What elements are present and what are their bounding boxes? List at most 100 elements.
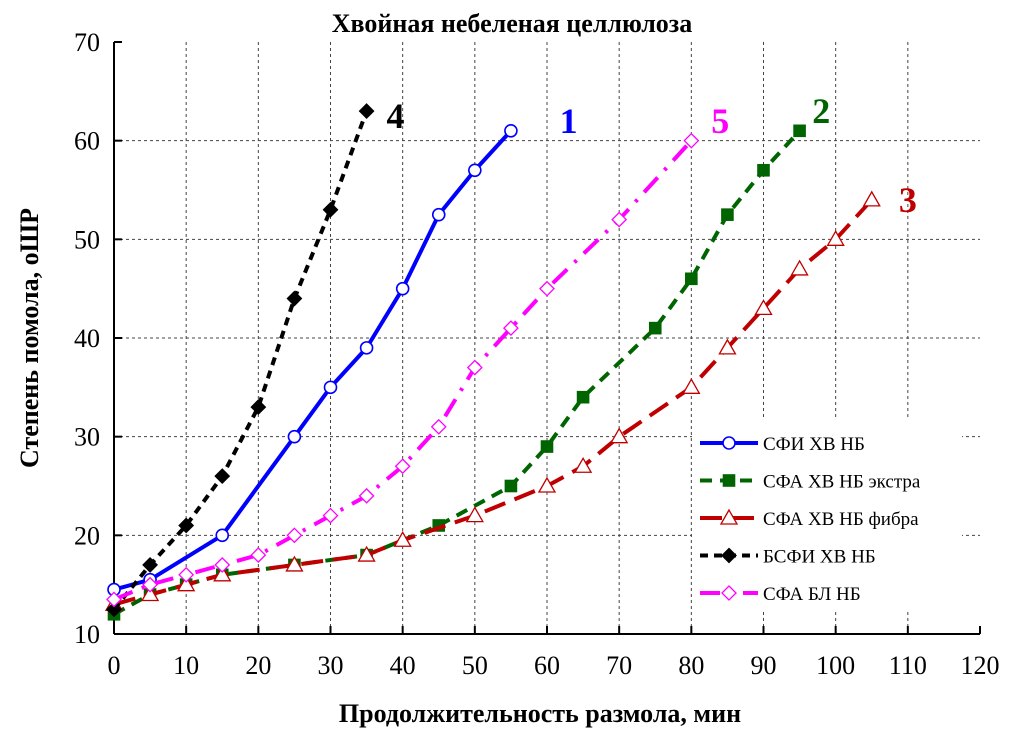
data-point [504, 479, 518, 493]
x-tick-label: 80 [678, 651, 704, 680]
data-point [576, 390, 590, 404]
y-tick-label: 30 [74, 423, 100, 452]
legend-label: СФА ХВ НБ экстра [763, 472, 921, 493]
data-point [502, 320, 519, 337]
data-point [394, 458, 411, 475]
y-tick-label: 10 [74, 620, 100, 649]
legend-label: СФА ХВ НБ фибра [763, 509, 919, 530]
data-point [359, 341, 374, 355]
series-3 [104, 190, 881, 612]
data-point [214, 468, 231, 485]
data-point [250, 547, 267, 563]
x-axis-label: Продолжительность размола, мин [339, 699, 741, 728]
data-point [178, 517, 195, 534]
data-point [213, 565, 232, 582]
data-point [648, 321, 662, 335]
data-point [573, 456, 593, 473]
axes: 0 10 20 30 40 50 60 70 80 90 100 110 120 10 20 30 40 50 60… [74, 28, 1000, 680]
data-point [539, 280, 555, 297]
data-point [393, 530, 412, 547]
legend-marker [722, 474, 736, 487]
data-point [862, 190, 881, 207]
data-point [611, 211, 628, 228]
series-annotation: 4 [386, 96, 404, 136]
series-annotation: 3 [899, 180, 917, 220]
x-tick-label: 10 [173, 651, 199, 680]
data-point [721, 208, 734, 221]
legend-label: СФИ ХВ НБ [763, 434, 865, 455]
legend-label: БСФИ ХВ НБ [763, 547, 876, 568]
data-point [358, 487, 375, 504]
y-tick-label: 60 [74, 127, 100, 156]
data-point [431, 207, 446, 222]
data-point [142, 557, 159, 573]
legend-marker [722, 436, 736, 450]
legend-item: СФА ХВ НБ фибра [700, 508, 919, 530]
data-point [250, 399, 267, 415]
data-point [718, 338, 737, 355]
series-layer [104, 103, 881, 621]
data-point [142, 576, 159, 593]
data-point [322, 201, 339, 218]
data-point [214, 557, 231, 573]
data-point [430, 418, 447, 435]
series-1 [107, 124, 518, 597]
y-tick-label: 20 [74, 521, 100, 550]
y-tick-label: 70 [74, 28, 100, 57]
data-point [504, 124, 518, 138]
series-annotation: 5 [711, 101, 729, 141]
data-point [683, 132, 700, 149]
legend-label: СФА БЛ НБ [763, 584, 861, 605]
y-tick-label: 50 [74, 225, 100, 254]
series-4 [106, 103, 375, 618]
x-tick-label: 110 [889, 651, 927, 680]
data-point [106, 601, 122, 618]
chart-title: Хвойная небеленая целлюлоза [332, 9, 693, 38]
data-point [754, 299, 773, 316]
data-point [140, 585, 160, 602]
data-point [465, 506, 484, 523]
data-point [323, 380, 338, 395]
data-point [357, 545, 376, 562]
data-point [215, 528, 230, 543]
x-tick-label: 90 [751, 651, 777, 680]
data-point [286, 290, 303, 307]
x-tick-label: 0 [108, 651, 121, 680]
data-point [286, 527, 303, 544]
x-tick-label: 120 [961, 651, 1000, 680]
data-point [685, 272, 698, 286]
legend-marker [719, 508, 739, 525]
data-point [395, 281, 410, 296]
data-point [287, 429, 302, 444]
annotations: 1 2 3 4 5 [386, 91, 916, 220]
data-point [106, 591, 122, 608]
legend-item: СФА ХВ НБ экстра [700, 472, 921, 493]
series-annotation: 1 [560, 101, 578, 141]
x-tick-label: 20 [245, 651, 271, 680]
legend-marker [721, 585, 737, 601]
data-point [793, 124, 806, 138]
legend-item: СФА БЛ НБ [700, 584, 861, 605]
data-point [790, 259, 809, 276]
data-point [826, 230, 845, 246]
legend: СФИ ХВ НБ СФА ХВ НБ экстра СФА ХВ НБ фибра… [692, 420, 962, 612]
data-point [466, 359, 483, 376]
data-point [285, 555, 304, 572]
data-point [540, 440, 554, 453]
series-line [113, 129, 513, 592]
legend-marker [721, 547, 737, 564]
data-point [682, 378, 701, 394]
data-point [177, 575, 196, 592]
series-5 [106, 132, 700, 608]
x-tick-label: 50 [462, 651, 488, 680]
data-point [322, 507, 339, 524]
y-tick-label: 40 [74, 324, 100, 353]
data-point [610, 427, 629, 444]
legend-item: БСФИ ХВ НБ [700, 547, 876, 568]
x-tick-label: 30 [318, 651, 344, 680]
data-point [537, 476, 557, 493]
series-line [112, 110, 369, 611]
x-tick-label: 100 [816, 651, 855, 680]
data-point [757, 163, 770, 177]
